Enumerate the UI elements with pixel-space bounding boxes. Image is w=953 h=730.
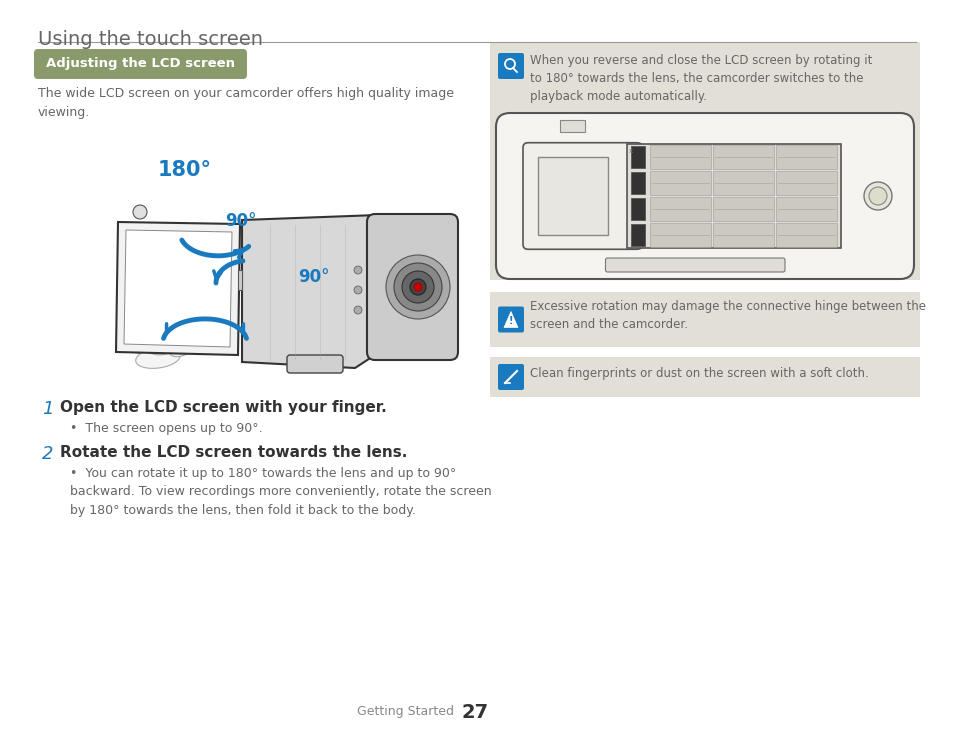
FancyBboxPatch shape <box>490 42 919 280</box>
Circle shape <box>868 187 886 205</box>
Text: !: ! <box>508 317 513 326</box>
Text: 90°: 90° <box>297 268 329 286</box>
Circle shape <box>132 205 147 219</box>
FancyBboxPatch shape <box>287 355 343 373</box>
FancyBboxPatch shape <box>712 197 773 221</box>
FancyBboxPatch shape <box>367 214 457 360</box>
FancyBboxPatch shape <box>712 223 773 247</box>
Circle shape <box>863 182 891 210</box>
FancyBboxPatch shape <box>605 258 784 272</box>
Text: Clean fingerprints or dust on the screen with a soft cloth.: Clean fingerprints or dust on the screen… <box>530 367 868 380</box>
Ellipse shape <box>135 347 180 369</box>
Polygon shape <box>124 230 232 347</box>
FancyBboxPatch shape <box>497 53 523 79</box>
FancyBboxPatch shape <box>537 158 608 234</box>
FancyBboxPatch shape <box>626 144 841 248</box>
FancyBboxPatch shape <box>775 223 836 247</box>
Ellipse shape <box>169 334 200 357</box>
Text: Open the LCD screen with your finger.: Open the LCD screen with your finger. <box>60 400 386 415</box>
Text: 180°: 180° <box>158 160 212 180</box>
Circle shape <box>354 286 361 294</box>
Text: •  The screen opens up to 90°.: • The screen opens up to 90°. <box>70 422 262 435</box>
Polygon shape <box>116 222 240 355</box>
FancyBboxPatch shape <box>649 145 710 169</box>
Ellipse shape <box>124 245 199 355</box>
Polygon shape <box>503 312 517 328</box>
Text: •  You can rotate it up to 180° towards the lens and up to 90°
backward. To view: • You can rotate it up to 180° towards t… <box>70 467 491 517</box>
Text: The wide LCD screen on your camcorder offers high quality image
viewing.: The wide LCD screen on your camcorder of… <box>38 87 454 119</box>
Circle shape <box>414 283 421 291</box>
Circle shape <box>354 266 361 274</box>
FancyBboxPatch shape <box>649 171 710 195</box>
FancyBboxPatch shape <box>775 197 836 221</box>
Text: When you reverse and close the LCD screen by rotating it
to 180° towards the len: When you reverse and close the LCD scree… <box>530 54 871 103</box>
Text: 1: 1 <box>42 400 53 418</box>
Ellipse shape <box>123 286 172 310</box>
FancyBboxPatch shape <box>522 142 641 250</box>
Text: Using the touch screen: Using the touch screen <box>38 30 263 49</box>
FancyBboxPatch shape <box>497 307 523 332</box>
Circle shape <box>354 306 361 314</box>
Text: Adjusting the LCD screen: Adjusting the LCD screen <box>46 58 234 71</box>
FancyBboxPatch shape <box>649 197 710 221</box>
Text: Rotate the LCD screen towards the lens.: Rotate the LCD screen towards the lens. <box>60 445 407 460</box>
Text: 2: 2 <box>42 445 53 463</box>
Circle shape <box>401 271 434 303</box>
Circle shape <box>394 263 441 311</box>
FancyBboxPatch shape <box>34 49 247 79</box>
FancyBboxPatch shape <box>712 171 773 195</box>
Text: 27: 27 <box>461 704 489 723</box>
FancyBboxPatch shape <box>630 224 644 247</box>
FancyBboxPatch shape <box>630 198 644 220</box>
FancyBboxPatch shape <box>497 364 523 390</box>
Text: Getting Started: Getting Started <box>356 705 454 718</box>
Text: Excessive rotation may damage the connective hinge between the
screen and the ca: Excessive rotation may damage the connec… <box>530 300 925 331</box>
Polygon shape <box>242 215 377 368</box>
Text: 90°: 90° <box>225 212 256 230</box>
Circle shape <box>410 279 426 295</box>
Polygon shape <box>237 270 242 290</box>
Text: x: x <box>628 147 633 153</box>
Ellipse shape <box>128 258 182 286</box>
FancyBboxPatch shape <box>649 223 710 247</box>
Ellipse shape <box>121 312 169 332</box>
FancyBboxPatch shape <box>559 120 584 132</box>
FancyBboxPatch shape <box>490 292 919 347</box>
FancyBboxPatch shape <box>490 357 919 397</box>
Circle shape <box>386 255 450 319</box>
FancyBboxPatch shape <box>775 145 836 169</box>
Ellipse shape <box>122 332 172 354</box>
FancyBboxPatch shape <box>712 145 773 169</box>
FancyBboxPatch shape <box>775 171 836 195</box>
FancyBboxPatch shape <box>630 145 644 168</box>
FancyBboxPatch shape <box>630 172 644 194</box>
FancyBboxPatch shape <box>496 113 913 279</box>
